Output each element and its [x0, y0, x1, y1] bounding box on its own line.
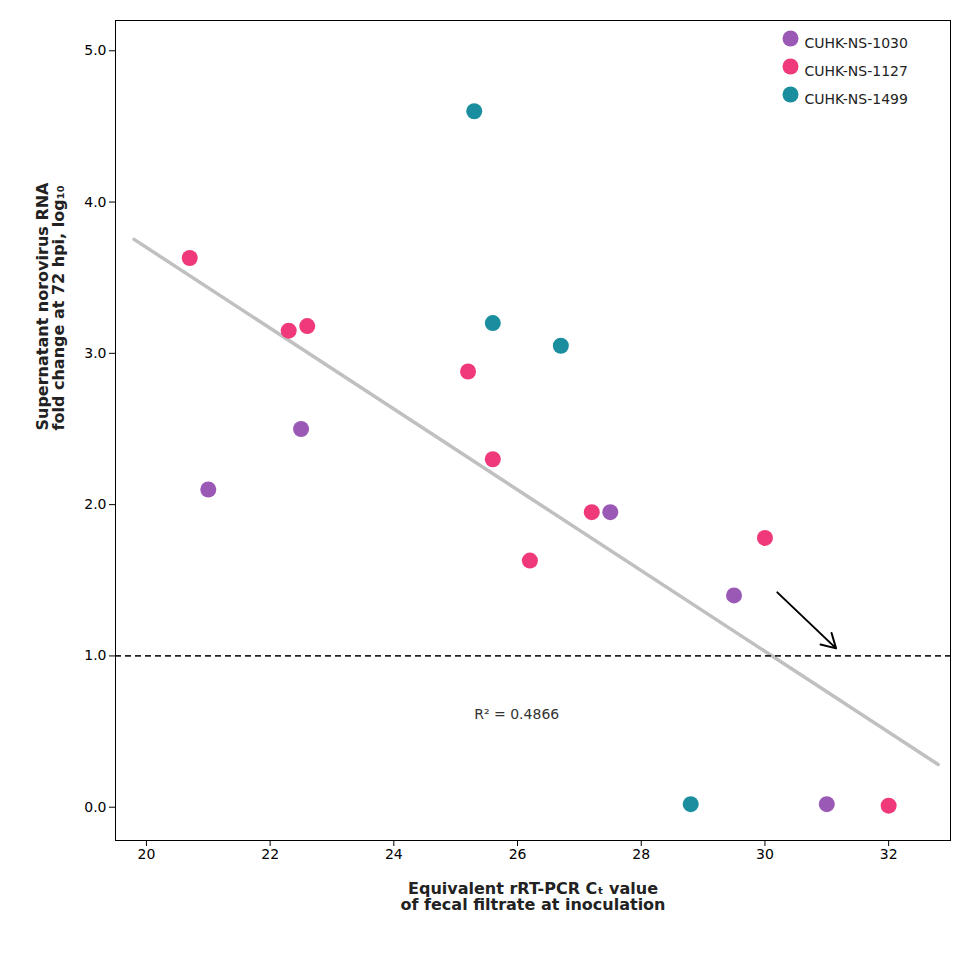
svg-text:Equivalent rRT-PCR Cₜ valueof: Equivalent rRT-PCR Cₜ valueof fecal filt… — [401, 879, 666, 914]
svg-text:R² = 0.4866: R² = 0.4866 — [474, 706, 559, 722]
svg-text:20: 20 — [138, 846, 156, 862]
svg-text:1.0: 1.0 — [84, 647, 106, 663]
svg-text:0.0: 0.0 — [84, 799, 106, 815]
svg-text:28: 28 — [632, 846, 650, 862]
svg-text:Supernatant norovirus RNAfold: Supernatant norovirus RNAfold change at … — [33, 182, 68, 431]
svg-text:CUHK-NS-1127: CUHK-NS-1127 — [805, 63, 908, 79]
svg-text:24: 24 — [385, 846, 403, 862]
svg-text:32: 32 — [880, 846, 898, 862]
svg-text:3.0: 3.0 — [84, 345, 106, 361]
svg-text:30: 30 — [756, 846, 774, 862]
svg-text:22: 22 — [261, 846, 279, 862]
svg-text:4.0: 4.0 — [84, 194, 106, 210]
svg-text:5.0: 5.0 — [84, 42, 106, 58]
svg-text:26: 26 — [509, 846, 527, 862]
svg-text:2.0: 2.0 — [84, 496, 106, 512]
svg-text:CUHK-NS-1499: CUHK-NS-1499 — [805, 91, 908, 107]
svg-text:CUHK-NS-1030: CUHK-NS-1030 — [805, 35, 908, 51]
